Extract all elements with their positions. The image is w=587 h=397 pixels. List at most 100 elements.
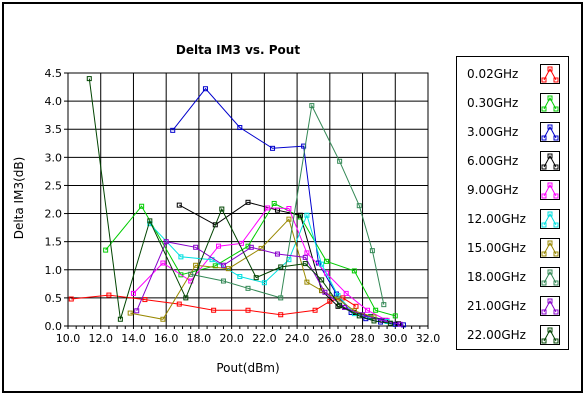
data-point [160, 260, 166, 266]
legend-line [543, 154, 557, 168]
series-line [136, 241, 401, 325]
data-point [270, 145, 276, 151]
legend-swatch [540, 296, 560, 316]
data-point [340, 295, 346, 301]
data-point [163, 239, 169, 245]
data-point [68, 296, 74, 302]
data-point [324, 258, 330, 264]
legend-swatch [540, 64, 560, 84]
data-point [319, 261, 325, 267]
y-tick-label: 4.0 [45, 95, 63, 108]
legend-marker [541, 193, 547, 199]
legend-label: 9.00GHz [467, 183, 519, 197]
legend-label: 18.00GHz [467, 270, 526, 284]
legend-swatch [540, 325, 560, 345]
legend-line [543, 183, 557, 197]
x-tick-label: 24.0 [285, 332, 310, 345]
data-point [245, 243, 251, 249]
legend-item: 22.00GHz [457, 323, 568, 347]
data-point [117, 316, 123, 322]
y-tick-label: 1.0 [45, 264, 63, 277]
data-point [176, 202, 182, 208]
x-tick-label: 12.0 [88, 332, 113, 345]
legend-item: 21.00GHz [457, 294, 568, 318]
x-tick-label: 30.0 [383, 332, 408, 345]
data-point [400, 322, 406, 328]
legend-line [543, 125, 557, 139]
legend-marker [553, 135, 559, 141]
legend-swatch [540, 151, 560, 171]
legend-marker [547, 327, 553, 333]
series-line [88, 78, 391, 324]
y-axis-label: Delta IM3(dB) [12, 157, 26, 240]
legend-marker [541, 164, 547, 170]
legend-marker [541, 222, 547, 228]
series-21.00GHz [134, 239, 403, 327]
y-tick-label: 2.0 [45, 208, 63, 221]
data-point [337, 302, 343, 308]
data-point [302, 261, 308, 267]
data-point [193, 244, 199, 250]
data-point [265, 205, 271, 211]
data-point [278, 312, 284, 318]
legend-swatch [540, 93, 560, 113]
legend-item: 3.00GHz [457, 120, 568, 144]
data-point [322, 289, 328, 295]
data-point [202, 86, 208, 92]
data-point [219, 206, 225, 212]
data-point [302, 254, 308, 260]
legend-item: 6.00GHz [457, 149, 568, 173]
legend-item: 0.30GHz [457, 91, 568, 115]
series-line [190, 103, 385, 305]
data-point [271, 200, 277, 206]
series-15.00GHz [127, 216, 377, 322]
legend-marker [541, 77, 547, 83]
series-line [71, 294, 357, 316]
legend-marker [541, 309, 547, 315]
data-point [193, 262, 199, 268]
legend-line [543, 67, 557, 81]
legend-swatch [540, 122, 560, 142]
data-point [371, 318, 377, 324]
data-point [170, 127, 176, 133]
chart-title: Delta IM3 vs. Pout [176, 43, 300, 57]
data-point [216, 243, 222, 249]
data-point [188, 271, 194, 277]
grid [64, 72, 429, 329]
legend-item: 18.00GHz [457, 265, 568, 289]
data-point [86, 76, 92, 82]
series-0.02GHz [68, 292, 359, 318]
data-point [397, 321, 403, 327]
plot-border [67, 72, 429, 327]
legend-marker [547, 182, 553, 188]
data-point [319, 277, 325, 283]
data-point [351, 268, 357, 274]
legend-label: 6.00GHz [467, 154, 519, 168]
data-point [160, 316, 166, 322]
y-tick-label: 3.0 [45, 151, 63, 164]
data-point [183, 295, 189, 301]
series-layer [68, 76, 406, 328]
y-tick-label: 2.5 [45, 179, 63, 192]
data-point [178, 254, 184, 260]
legend-label: 3.00GHz [467, 125, 519, 139]
legend-marker [553, 251, 559, 257]
x-tick-label: 32.0 [416, 332, 441, 345]
x-tick-label: 26.0 [318, 332, 343, 345]
series-line [130, 218, 375, 320]
data-point [212, 222, 218, 228]
legend-line [543, 328, 557, 342]
legend-marker [541, 106, 547, 112]
x-tick-label: 10.0 [56, 332, 81, 345]
data-point [373, 307, 379, 313]
legend-line [543, 96, 557, 110]
legend-swatch [540, 209, 560, 229]
series-22.00GHz [86, 76, 393, 326]
legend-line [543, 299, 557, 313]
series-line [105, 202, 396, 317]
data-point [278, 295, 284, 301]
x-tick-label: 16.0 [154, 332, 179, 345]
legend-marker [547, 269, 553, 275]
data-point [245, 307, 251, 313]
series-line [133, 207, 388, 321]
